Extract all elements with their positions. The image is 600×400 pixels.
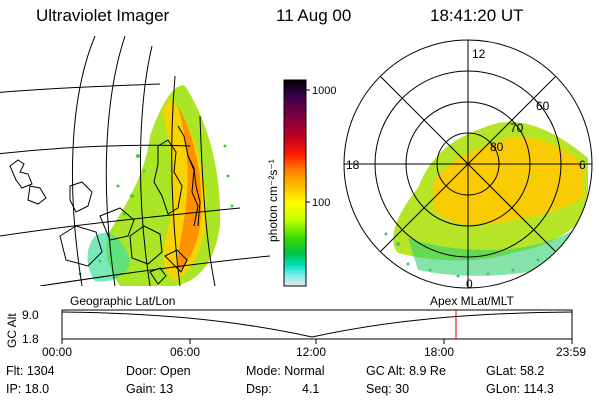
observation-time: 18:41:20 UT bbox=[430, 6, 524, 25]
colorbar-tick-1000: 1000 bbox=[312, 85, 336, 97]
ip-value: IP: 18.0 bbox=[6, 382, 50, 396]
timeline-tick-1200: 12:00 bbox=[296, 345, 326, 359]
polar-label-0: 0 bbox=[466, 277, 473, 291]
polar-grid bbox=[343, 39, 593, 289]
polar-plot: 12 18 6 0 60 70 80 bbox=[343, 39, 593, 291]
instrument-title: Ultraviolet Imager bbox=[36, 6, 170, 25]
polar-label-18: 18 bbox=[346, 158, 360, 172]
gain-value: Gain: 13 bbox=[126, 382, 174, 396]
flight-number: Flt: 1304 bbox=[6, 364, 55, 378]
gc-altitude: GC Alt: 8.9 Re bbox=[366, 364, 446, 378]
altitude-timeline: GC Alt 9.0 1.8 00:00 06:00 12:00 18:00 2… bbox=[5, 308, 586, 359]
map-grid bbox=[0, 36, 270, 286]
polar-ring-label-60: 60 bbox=[536, 99, 550, 113]
coastlines bbox=[9, 125, 201, 285]
dsp-value: 4.1 bbox=[302, 382, 320, 396]
observation-date: 11 Aug 00 bbox=[276, 6, 352, 25]
colorbar-tick-100: 100 bbox=[312, 197, 330, 209]
aurora-core bbox=[177, 106, 202, 272]
geographic-latitude: GLat: 58.2 bbox=[486, 364, 545, 378]
timeline-y-axis-label: GC Alt bbox=[5, 313, 19, 348]
sequence-number: Seq: 30 bbox=[366, 382, 410, 396]
colorbar-gradient bbox=[283, 79, 307, 287]
colorbar: 1000 100 photon cm⁻²s⁻¹ bbox=[266, 79, 336, 287]
polar-ring-label-70: 70 bbox=[510, 121, 524, 135]
mode-value: Mode: Normal bbox=[246, 364, 325, 378]
dsp-label: Dsp: bbox=[246, 382, 272, 396]
polar-speckle bbox=[384, 232, 540, 278]
door-status: Door: Open bbox=[126, 364, 191, 378]
polar-aurora-edge bbox=[408, 220, 588, 276]
speckle-dots bbox=[78, 144, 234, 276]
polar-aurora-core bbox=[433, 137, 583, 225]
polar-label-6: 6 bbox=[579, 158, 586, 172]
timeline-ticks bbox=[61, 339, 573, 344]
timeline-tick-0000: 00:00 bbox=[42, 345, 72, 359]
timeline-y-bottom: 1.8 bbox=[22, 332, 39, 346]
timeline-right-title: Apex MLat/MLT bbox=[430, 294, 514, 308]
timeline-tick-2359: 23:59 bbox=[556, 345, 586, 359]
aurora-speckle bbox=[87, 232, 130, 282]
polar-label-12: 12 bbox=[472, 47, 486, 61]
timeline-frame bbox=[61, 309, 573, 340]
altitude-curve bbox=[61, 311, 573, 338]
timeline-left-title: Geographic Lat/Lon bbox=[70, 294, 176, 308]
polar-ring-label-80: 80 bbox=[490, 140, 504, 154]
timeline-y-top: 9.0 bbox=[22, 308, 39, 322]
colorbar-unit-label: photon cm⁻²s⁻¹ bbox=[266, 159, 280, 242]
timeline-tick-0600: 06:00 bbox=[170, 345, 200, 359]
geographic-longitude: GLon: 114.3 bbox=[486, 382, 554, 396]
geographic-image bbox=[0, 36, 270, 286]
timeline-tick-1800: 18:00 bbox=[424, 345, 454, 359]
